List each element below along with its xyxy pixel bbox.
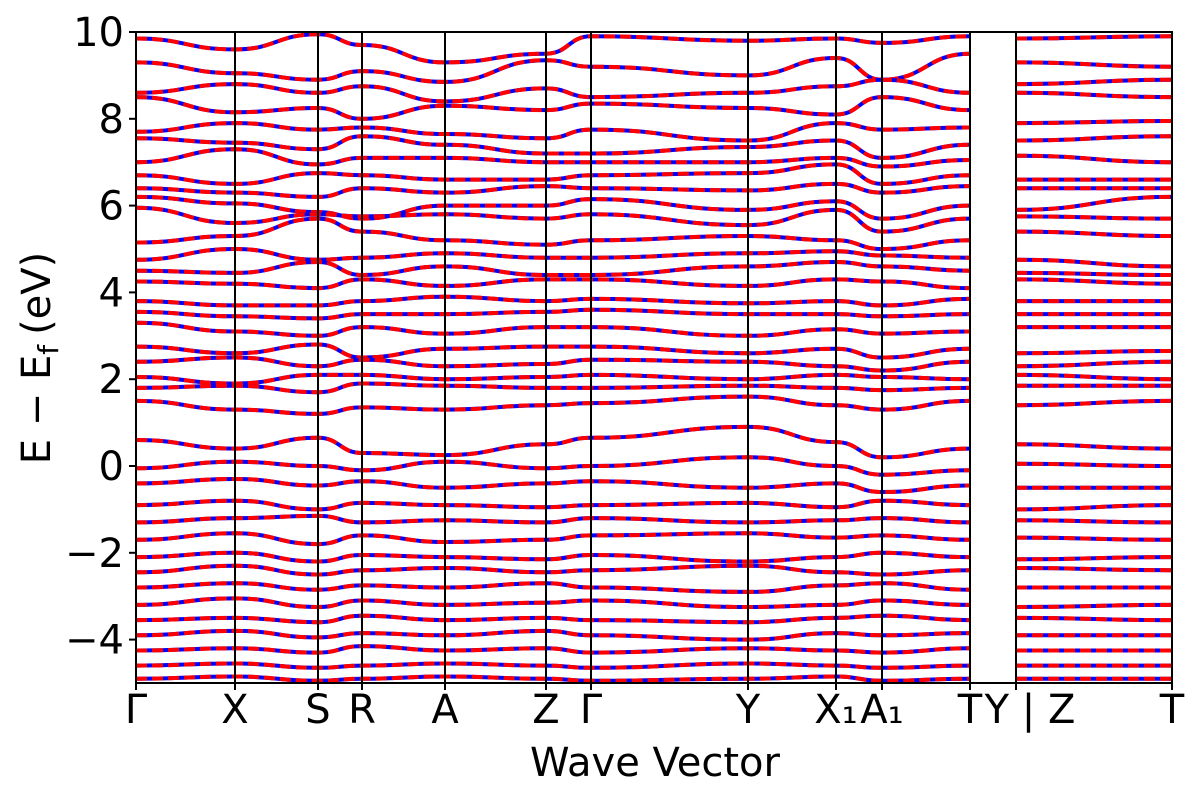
x-tick-label: Γ xyxy=(580,687,603,733)
x-tick-label: Γ xyxy=(125,687,148,733)
x-axis-title: Wave Vector xyxy=(530,740,781,786)
band-line-red xyxy=(136,531,1172,547)
x-tick-label: Y xyxy=(735,687,761,733)
y-axis-title: E − Ef (eV) xyxy=(14,252,65,465)
y-axis-title-unit: (eV) xyxy=(14,252,60,335)
band-line-red xyxy=(136,259,1172,278)
band-line-red xyxy=(136,381,1172,395)
band-line-red xyxy=(136,277,1172,291)
y-tick-label: −2 xyxy=(65,531,124,577)
band-line-red xyxy=(136,550,1172,564)
band-line-red xyxy=(136,476,1172,495)
y-tick-label: −4 xyxy=(65,618,124,664)
band-line-red xyxy=(136,563,1172,577)
band-line-red xyxy=(136,77,1172,104)
band-line-red xyxy=(136,205,1172,234)
x-tick-label: X₁ xyxy=(814,687,857,733)
band-line-red xyxy=(136,455,1172,477)
band-line-red xyxy=(136,372,1172,386)
band-line-red xyxy=(136,394,1172,416)
y-tick-label: 0 xyxy=(99,444,124,490)
y-axis-ticks: 10 8 6 4 2 0 −2 −4 xyxy=(65,10,136,664)
y-tick-label: 10 xyxy=(73,10,124,56)
band-line-red xyxy=(136,342,1172,360)
x-tick-label: X xyxy=(221,687,248,733)
x-tick-label: T xyxy=(957,687,983,733)
y-axis-title-subscript: f xyxy=(32,344,65,355)
band-line-red xyxy=(136,90,1172,121)
x-tick-label: Z xyxy=(532,687,559,733)
y-tick-label: 2 xyxy=(99,357,124,403)
band-line-red xyxy=(136,119,1172,143)
y-axis-title-main: E − E xyxy=(14,355,60,465)
y-tick-label: 8 xyxy=(99,97,124,143)
band-line-red xyxy=(136,147,1172,169)
band-line-red xyxy=(136,162,1172,186)
y-tick-label: 6 xyxy=(99,184,124,230)
high-symmetry-lines xyxy=(234,32,1017,683)
x-tick-label: T xyxy=(1159,687,1185,733)
x-tick-label: Y | Z xyxy=(984,687,1076,733)
band-line-red xyxy=(136,216,1172,252)
y-tick-label: 4 xyxy=(99,270,124,316)
band-line-red xyxy=(136,424,1172,460)
band-line-red xyxy=(136,498,1172,512)
band-line-red xyxy=(136,134,1172,160)
band-line-red xyxy=(136,194,1172,221)
x-tick-label: A xyxy=(431,687,459,733)
plot-frame xyxy=(135,31,1173,684)
band-line-red xyxy=(136,320,1172,338)
x-tick-label: R xyxy=(348,687,376,733)
band-line-red xyxy=(136,181,1172,199)
x-tick-label: S xyxy=(305,687,330,733)
bands-layer xyxy=(136,32,1172,683)
band-line-red xyxy=(136,246,1172,269)
band-line-red xyxy=(136,355,1172,373)
band-line-red xyxy=(136,596,1172,610)
x-tick-label: A₁ xyxy=(860,687,903,733)
